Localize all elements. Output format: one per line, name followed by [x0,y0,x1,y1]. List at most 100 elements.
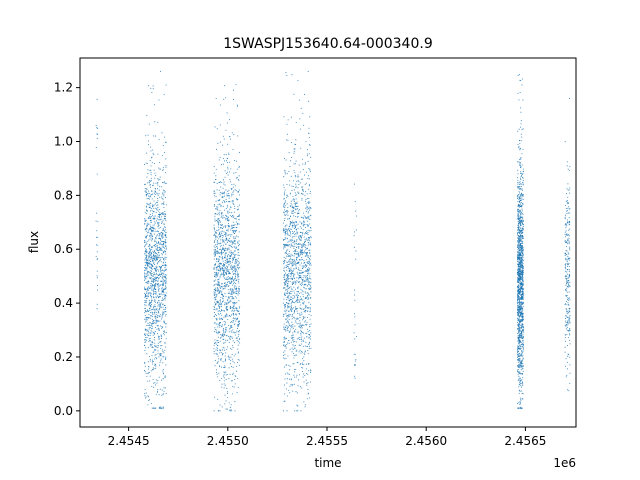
flux-point [218,181,220,183]
flux-point [222,135,224,137]
flux-point [231,193,233,195]
flux-point [234,262,236,264]
flux-point [96,251,98,253]
flux-point [235,282,237,285]
flux-point [290,259,292,261]
flux-point [225,214,227,216]
flux-point [237,208,239,211]
flux-point [236,177,239,179]
flux-point [158,255,160,257]
flux-point [225,225,227,227]
flux-point [157,268,159,271]
flux-point [287,287,289,289]
flux-point [522,376,524,378]
flux-point [230,314,233,316]
flux-point [287,229,289,231]
flux-point [150,315,152,317]
flux-point [155,276,157,278]
flux-point [288,310,290,312]
flux-point [297,299,299,301]
flux-point [309,223,311,225]
flux-point [217,339,219,342]
flux-point [308,218,310,220]
flux-point [237,386,239,389]
flux-point [295,328,297,331]
flux-point [220,366,223,368]
flux-point [298,344,300,346]
flux-point [149,317,151,319]
chart-title: 1SWASPJ153640.64-000340.9 [223,36,432,52]
flux-point [297,205,299,207]
flux-point [145,396,147,398]
flux-point [145,248,147,250]
flux-point [517,312,519,314]
flux-point [151,209,153,211]
flux-point [228,358,230,361]
flux-point [303,280,305,283]
flux-point [148,85,150,87]
flux-point [158,338,160,341]
flux-point [301,256,303,259]
flux-point [233,298,235,300]
flux-point [214,313,216,315]
flux-point [214,234,216,236]
flux-point [303,311,305,313]
flux-point [224,262,226,264]
flux-point [155,313,157,315]
flux-point [308,202,310,204]
flux-point [237,190,240,192]
flux-point [293,200,295,202]
flux-point [224,252,226,254]
flux-point [230,240,232,242]
flux-point [310,264,312,266]
flux-point [289,300,291,302]
flux-point [300,327,302,329]
flux-point [154,203,157,205]
flux-point [97,127,99,129]
flux-point [144,253,146,255]
flux-point [292,294,294,297]
flux-point [152,360,154,363]
flux-point [218,358,220,360]
flux-point [151,325,153,327]
flux-point [519,192,521,194]
flux-point [293,189,295,191]
flux-point [522,282,524,284]
flux-point [154,384,157,386]
flux-point [227,275,229,278]
flux-point [228,197,230,199]
flux-point [217,247,219,250]
flux-point [221,234,223,236]
flux-point [355,250,357,252]
flux-point [143,242,146,244]
flux-point [157,254,159,256]
flux-point [165,357,167,359]
flux-point [230,216,233,218]
flux-point [292,334,294,336]
flux-point [214,218,216,220]
flux-point [225,273,227,275]
flux-point [298,181,300,183]
flux-point [232,258,234,260]
flux-point [219,141,222,143]
flux-point [231,326,233,328]
flux-point [215,258,218,261]
flux-point [144,299,146,302]
flux-point [152,184,154,186]
flux-point [522,285,524,287]
flux-point [147,292,149,294]
flux-point [223,334,225,336]
flux-point [234,236,236,238]
flux-point [296,280,298,282]
flux-point [521,385,523,387]
flux-point [221,230,223,232]
flux-point [165,295,167,297]
flux-point [290,296,293,298]
flux-point [235,274,237,276]
flux-point [309,310,311,312]
flux-point [238,262,241,264]
flux-point [306,230,308,232]
flux-point [147,193,149,195]
flux-point [149,343,151,345]
flux-point [230,293,232,295]
